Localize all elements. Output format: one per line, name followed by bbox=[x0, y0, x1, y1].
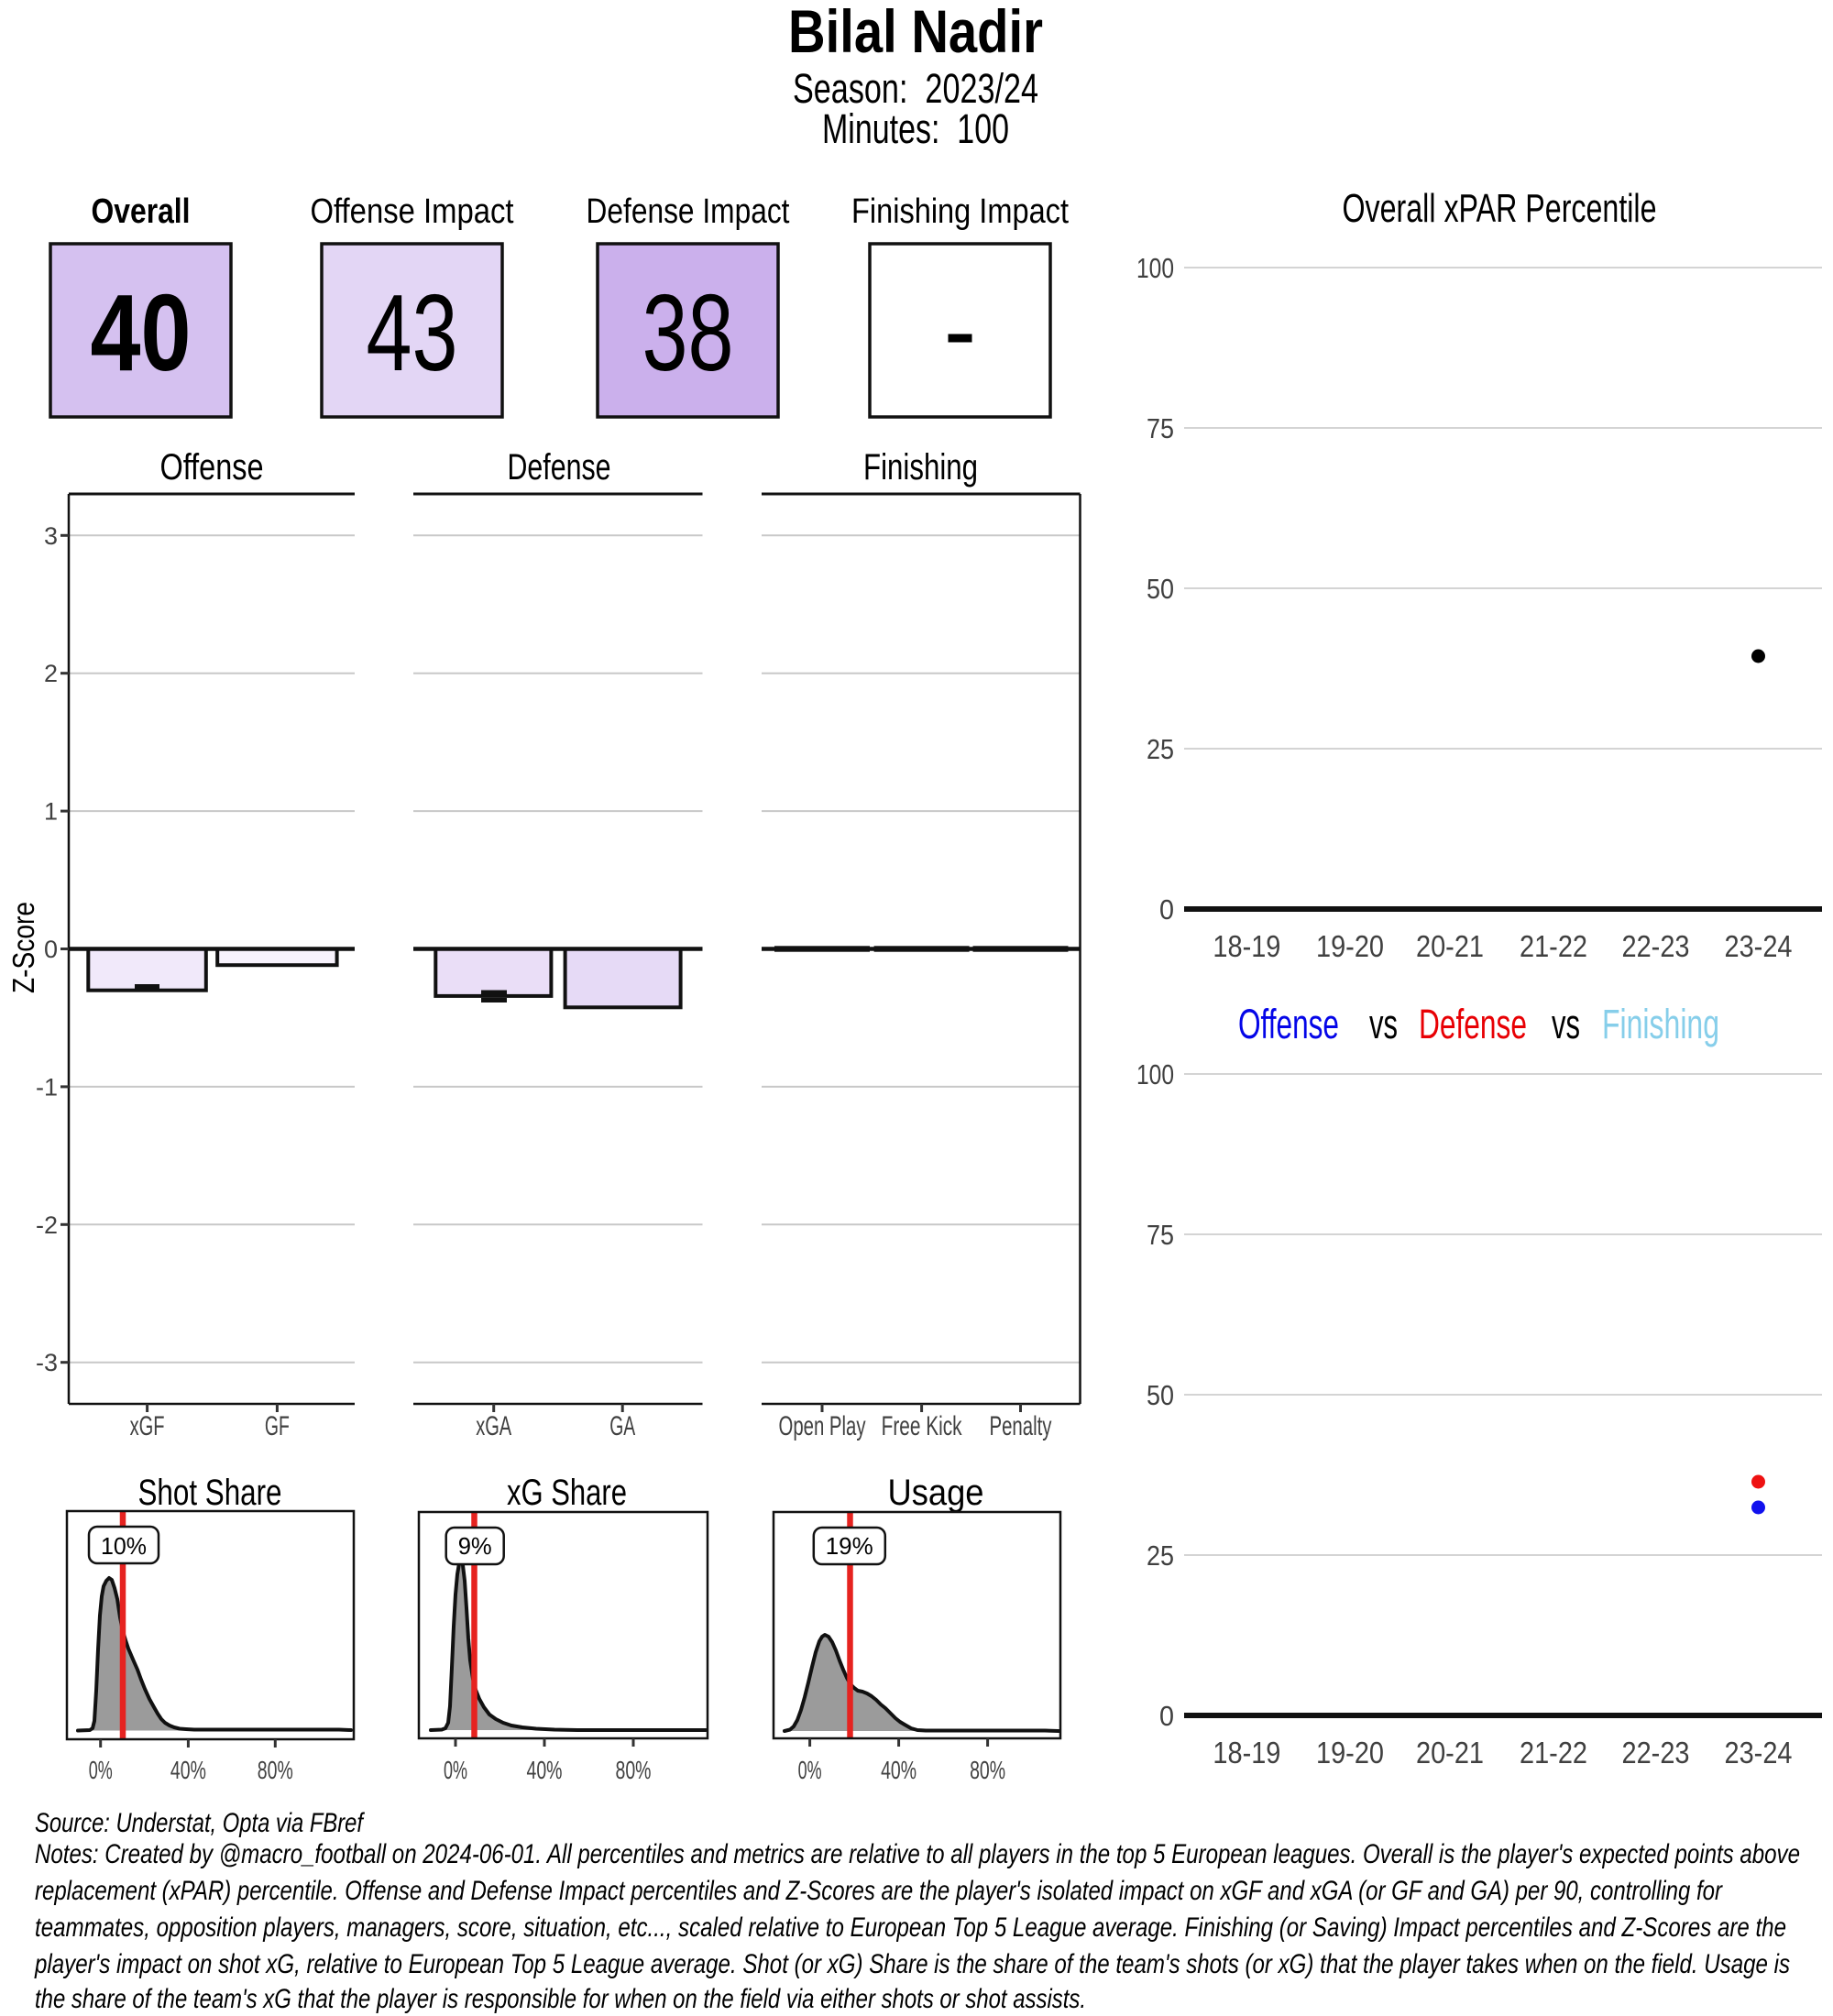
svg-text:0: 0 bbox=[44, 936, 58, 963]
svg-text:GF: GF bbox=[265, 1411, 290, 1441]
svg-text:10%: 10% bbox=[101, 1532, 147, 1560]
svg-text:Finishing Impact: Finishing Impact bbox=[851, 192, 1069, 231]
svg-text:22-23: 22-23 bbox=[1622, 1736, 1690, 1769]
svg-text:40%: 40% bbox=[170, 1756, 206, 1784]
svg-text:75: 75 bbox=[1147, 1219, 1174, 1251]
svg-text:40%: 40% bbox=[527, 1756, 563, 1784]
svg-text:18-19: 18-19 bbox=[1213, 929, 1280, 963]
svg-text:Source: Understat, Opta via FB: Source: Understat, Opta via FBref bbox=[35, 1808, 365, 1838]
svg-text:Overall xPAR Percentile: Overall xPAR Percentile bbox=[1343, 186, 1657, 231]
svg-text:xG Share: xG Share bbox=[507, 1473, 627, 1513]
svg-text:Overall: Overall bbox=[92, 192, 191, 231]
svg-text:Offense: Offense bbox=[160, 447, 264, 488]
svg-text:-2: -2 bbox=[36, 1211, 58, 1239]
svg-text:25: 25 bbox=[1147, 1539, 1174, 1572]
svg-text:Shot Share: Shot Share bbox=[138, 1473, 282, 1513]
svg-text:23-24: 23-24 bbox=[1725, 1736, 1793, 1769]
svg-text:20-21: 20-21 bbox=[1416, 1736, 1484, 1769]
svg-text:teammates, opposition players,: teammates, opposition players, managers,… bbox=[35, 1912, 1786, 1943]
svg-text:1: 1 bbox=[44, 798, 58, 826]
svg-text:Defense Impact: Defense Impact bbox=[587, 192, 790, 231]
svg-text:-3: -3 bbox=[36, 1349, 58, 1376]
svg-text:vs: vs bbox=[1369, 1001, 1398, 1047]
svg-text:80%: 80% bbox=[258, 1756, 293, 1784]
svg-text:20-21: 20-21 bbox=[1416, 929, 1484, 963]
svg-text:GA: GA bbox=[609, 1411, 635, 1441]
svg-text:Bilal Nadir: Bilal Nadir bbox=[788, 0, 1043, 65]
svg-text:Free Kick: Free Kick bbox=[882, 1411, 963, 1441]
svg-text:replacement (xPAR) percentile.: replacement (xPAR) percentile. Offense a… bbox=[35, 1876, 1723, 1906]
svg-text:0%: 0% bbox=[798, 1756, 822, 1784]
svg-text:43: 43 bbox=[367, 272, 458, 394]
svg-text:50: 50 bbox=[1147, 1379, 1174, 1411]
svg-text:19-20: 19-20 bbox=[1316, 1736, 1384, 1769]
svg-text:18-19: 18-19 bbox=[1213, 1736, 1280, 1769]
svg-text:Season: 2023/24: Season: 2023/24 bbox=[793, 65, 1038, 112]
svg-text:25: 25 bbox=[1147, 733, 1174, 765]
svg-text:vs: vs bbox=[1552, 1001, 1580, 1047]
svg-text:Offense: Offense bbox=[1238, 1001, 1339, 1047]
svg-text:21-22: 21-22 bbox=[1520, 1736, 1587, 1769]
svg-text:50: 50 bbox=[1147, 573, 1174, 605]
svg-text:100: 100 bbox=[1136, 252, 1174, 284]
svg-text:Usage: Usage bbox=[888, 1473, 984, 1513]
svg-text:Defense: Defense bbox=[1419, 1001, 1527, 1047]
svg-text:xGF: xGF bbox=[130, 1411, 165, 1441]
svg-text:40: 40 bbox=[91, 272, 192, 394]
svg-text:xGA: xGA bbox=[476, 1411, 511, 1441]
svg-text:Penalty: Penalty bbox=[990, 1411, 1052, 1441]
svg-text:9%: 9% bbox=[458, 1532, 492, 1560]
svg-text:22-23: 22-23 bbox=[1622, 929, 1690, 963]
svg-text:3: 3 bbox=[44, 522, 58, 550]
svg-text:Notes: Created by @macro_footb: Notes: Created by @macro_football on 202… bbox=[35, 1839, 1800, 1869]
svg-text:38: 38 bbox=[642, 272, 734, 394]
svg-text:19%: 19% bbox=[826, 1532, 873, 1560]
svg-text:0: 0 bbox=[1159, 1700, 1174, 1732]
svg-text:0: 0 bbox=[1159, 893, 1174, 926]
svg-text:40%: 40% bbox=[881, 1756, 916, 1784]
svg-text:player's impact on shot xG, re: player's impact on shot xG, relative to … bbox=[34, 1949, 1790, 1979]
svg-text:Offense Impact: Offense Impact bbox=[311, 192, 514, 231]
svg-text:2: 2 bbox=[44, 660, 58, 687]
svg-text:21-22: 21-22 bbox=[1520, 929, 1587, 963]
svg-text:19-20: 19-20 bbox=[1316, 929, 1384, 963]
svg-text:100: 100 bbox=[1136, 1058, 1174, 1090]
svg-text:23-24: 23-24 bbox=[1725, 929, 1793, 963]
svg-text:Finishing: Finishing bbox=[863, 447, 978, 488]
svg-text:0%: 0% bbox=[444, 1756, 467, 1784]
svg-text:Z-Score: Z-Score bbox=[6, 902, 40, 993]
svg-text:80%: 80% bbox=[616, 1756, 652, 1784]
svg-text:80%: 80% bbox=[970, 1756, 1005, 1784]
svg-text:the share of the team's xG tha: the share of the team's xG that the play… bbox=[35, 1984, 1086, 2014]
svg-text:-1: -1 bbox=[36, 1073, 58, 1101]
svg-text:Minutes: 100: Minutes: 100 bbox=[822, 105, 1009, 152]
svg-text:Finishing: Finishing bbox=[1602, 1001, 1719, 1047]
svg-text:Defense: Defense bbox=[508, 447, 611, 488]
svg-text:0%: 0% bbox=[89, 1756, 113, 1784]
svg-text:Open Play: Open Play bbox=[779, 1411, 866, 1441]
svg-text:75: 75 bbox=[1147, 412, 1174, 444]
